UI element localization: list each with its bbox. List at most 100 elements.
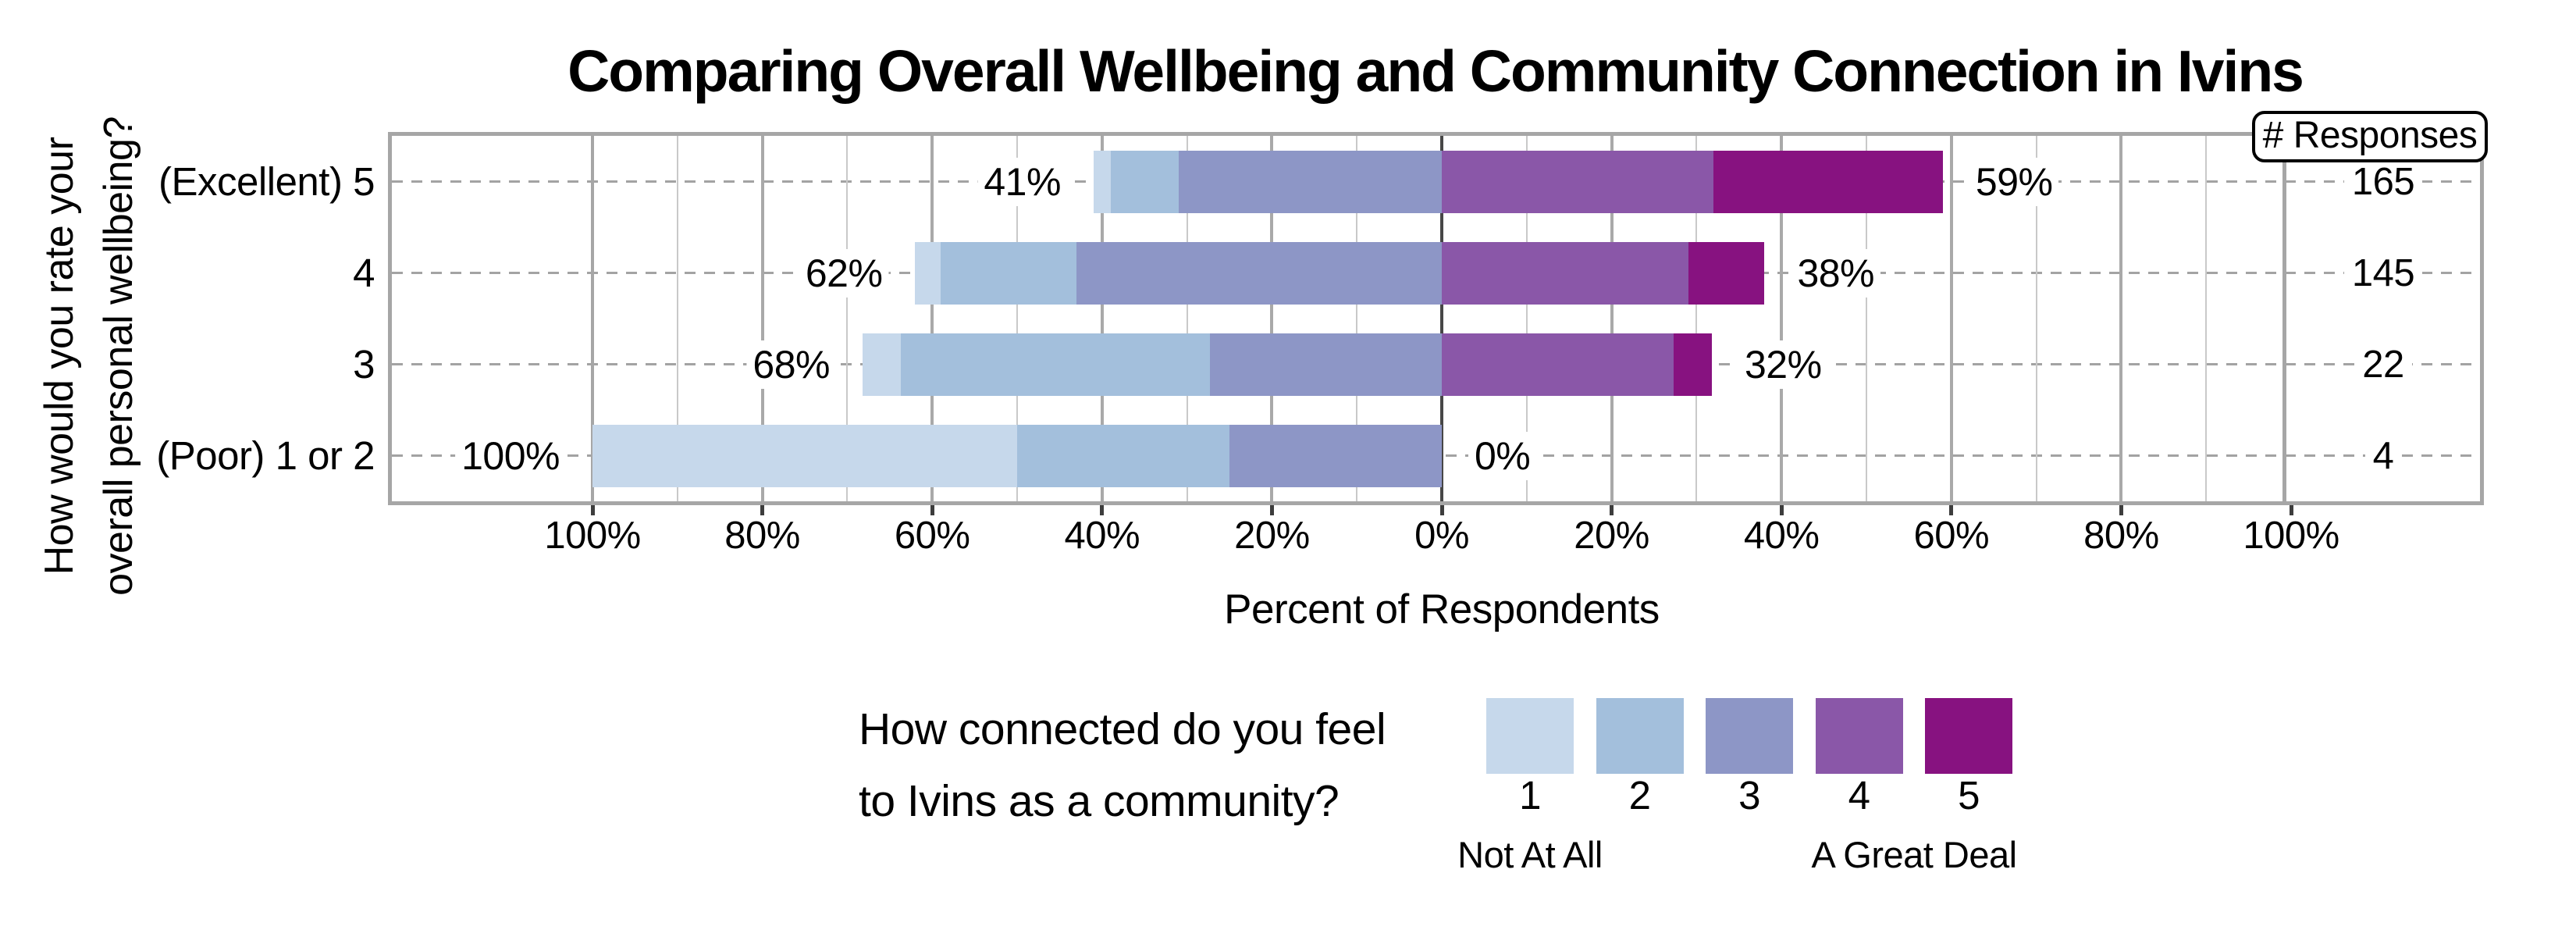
legend-level-label-1: 1 xyxy=(1519,773,1541,818)
bar-segment-level-2 xyxy=(1017,424,1229,487)
bar-left-total-label: 41% xyxy=(977,157,1067,206)
bar-segment-level-2 xyxy=(1110,150,1179,213)
bar-segment-level-5 xyxy=(1713,150,1943,213)
gridline-minor--10 xyxy=(1356,136,1358,501)
gridline-minor-90 xyxy=(2205,136,2208,501)
category-label: 4 xyxy=(353,250,375,295)
bar-segment-level-2 xyxy=(900,333,1210,396)
x-tick-label: 60% xyxy=(1913,515,1990,557)
bar-percent-label-layer: 41% 59% 62% 38% 68% 32% 100% 0% xyxy=(392,136,2285,501)
gridline-major-60 xyxy=(1949,136,1953,501)
bar-right-total-label: 38% xyxy=(1791,248,1881,297)
legend-swatch-3 xyxy=(1706,698,1793,774)
responses-panel-divider xyxy=(2282,136,2286,501)
bar-segment-level-4 xyxy=(1442,333,1674,396)
bar-right-total-label: 59% xyxy=(1969,157,2059,206)
gridline-minor--30 xyxy=(1186,136,1188,501)
bar-segment-level-5 xyxy=(1674,333,1712,396)
gridline-layer xyxy=(392,136,2285,501)
gridline-minor--50 xyxy=(1016,136,1018,501)
gridline-minor-30 xyxy=(1695,136,1698,501)
responses-value: 4 xyxy=(2286,433,2480,479)
bar-segment-level-1 xyxy=(1093,150,1111,213)
x-tick xyxy=(1949,505,1954,515)
gridline-major--40 xyxy=(1100,136,1104,501)
gridline-minus100 xyxy=(591,136,594,501)
gridline-major--20 xyxy=(1270,136,1274,501)
x-tick-label: 20% xyxy=(1234,515,1310,557)
bar-segment-level-2 xyxy=(941,241,1077,305)
legend-question-line1: How connected do you feel xyxy=(859,704,1386,754)
x-tick xyxy=(760,505,765,515)
legend-low-label: Not At All xyxy=(1457,834,1603,875)
bar-segment-level-1 xyxy=(862,333,901,396)
responses-header-box: # Responses xyxy=(2252,111,2488,162)
x-tick xyxy=(1779,505,1784,515)
bar-segment-level-1 xyxy=(592,424,1017,487)
legend-swatch-5 xyxy=(1925,698,2012,774)
gridline-minor-50 xyxy=(1866,136,1867,501)
x-tick-label: 60% xyxy=(894,515,970,557)
x-tick xyxy=(2289,505,2293,515)
bar-left-total-label: 100% xyxy=(455,431,566,480)
x-tick-label: 0% xyxy=(1414,515,1469,557)
responses-value: 145 xyxy=(2286,250,2480,297)
x-tick xyxy=(1269,505,1274,515)
x-tick-label: 80% xyxy=(2083,515,2159,557)
gridline-major-20 xyxy=(1610,136,1614,501)
legend-swatch-2 xyxy=(1596,698,1684,774)
category-label: 3 xyxy=(353,341,375,387)
responses-value: 22 xyxy=(2286,341,2480,388)
bar-segment-level-5 xyxy=(1688,241,1765,305)
bar-right-total-label: 0% xyxy=(1468,431,1537,480)
responses-header-label: # Responses xyxy=(2262,115,2478,156)
x-tick xyxy=(1100,505,1105,515)
x-tick-label: 40% xyxy=(1743,515,1820,557)
legend-question: How connected do you feel to Ivins as a … xyxy=(859,693,1386,837)
gridline-major--80 xyxy=(760,136,764,501)
x-tick-label: 40% xyxy=(1064,515,1140,557)
bar-right-total-label: 32% xyxy=(1738,340,1828,389)
gridline-minor-10 xyxy=(1525,136,1528,501)
x-tick-label: 100% xyxy=(544,515,641,557)
bar-segment-level-3 xyxy=(1178,150,1442,213)
plot-frame: 41% 59% 62% 38% 68% 32% 100% 0% 165 145 22 4 xyxy=(388,132,2484,505)
bar-segment-level-3 xyxy=(1229,424,1442,487)
legend-level-label-3: 3 xyxy=(1738,773,1760,818)
bar-left-total-label: 68% xyxy=(746,340,836,389)
zero-gridline xyxy=(1440,136,1443,501)
x-axis-title: Percent of Respondents xyxy=(1224,586,1660,632)
responses-value-text: 165 xyxy=(2343,160,2423,203)
bar-layer xyxy=(392,136,2285,501)
x-tick xyxy=(930,505,934,515)
gridline-minor--90 xyxy=(676,136,678,501)
gridline-major-80 xyxy=(2119,136,2123,501)
x-tick xyxy=(2119,505,2123,515)
gridline-minor-70 xyxy=(2035,136,2037,501)
legend-level-label-2: 2 xyxy=(1628,773,1651,818)
bar-segment-level-3 xyxy=(1076,241,1442,305)
x-tick xyxy=(590,505,595,515)
bar-segment-level-4 xyxy=(1442,150,1714,213)
gridline-minor--70 xyxy=(846,136,849,501)
legend-swatch-1 xyxy=(1486,698,1574,774)
responses-value-text: 4 xyxy=(2364,434,2402,477)
responses-value-text: 22 xyxy=(2354,343,2412,386)
category-label: (Excellent) 5 xyxy=(158,159,375,204)
x-tick-label: 20% xyxy=(1574,515,1649,557)
bar-segment-level-4 xyxy=(1442,241,1688,305)
legend-high-label: A Great Deal xyxy=(1811,834,2017,875)
responses-value-text: 145 xyxy=(2343,251,2423,294)
bar-segment-level-1 xyxy=(915,241,941,305)
bar-segment-level-3 xyxy=(1209,333,1442,396)
legend-level-label-4: 4 xyxy=(1848,773,1870,818)
legend-question-line2: to Ivins as a community? xyxy=(859,776,1340,826)
x-tick xyxy=(1439,505,1444,515)
bar-left-total-label: 62% xyxy=(799,248,889,297)
chart-title: Comparing Overall Wellbeing and Communit… xyxy=(568,38,2304,104)
category-label: (Poor) 1 or 2 xyxy=(156,433,375,478)
x-tick-label: 100% xyxy=(2243,515,2339,557)
legend-level-label-5: 5 xyxy=(1958,773,1980,818)
gridline-major--60 xyxy=(930,136,934,501)
